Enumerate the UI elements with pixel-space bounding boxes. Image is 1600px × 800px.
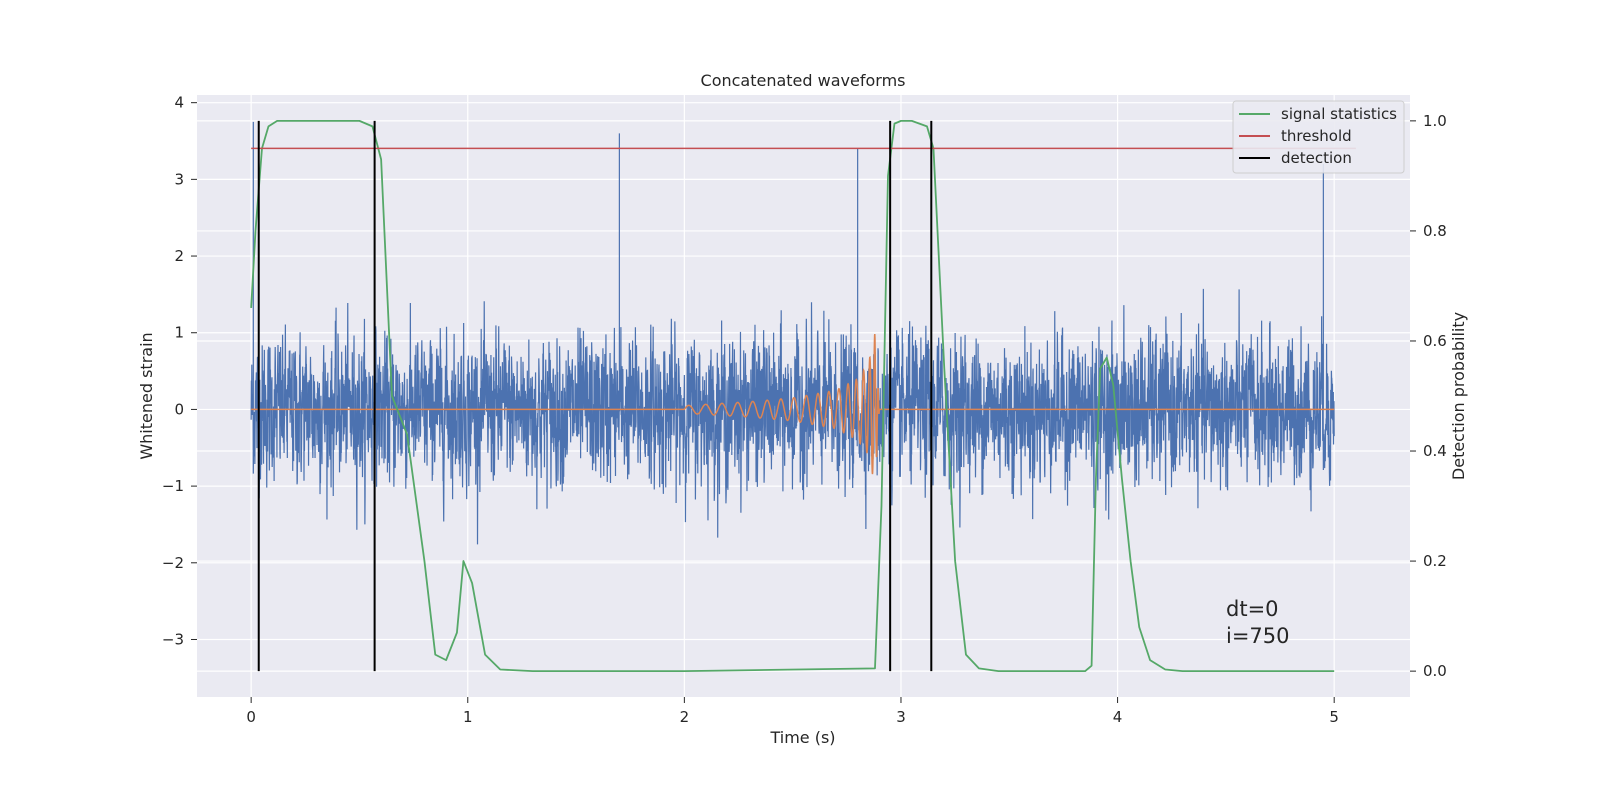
y-tick-label-6: 3 — [174, 170, 184, 188]
y-axis-label: Whitened strain — [137, 332, 156, 459]
y-tick-label-0: −3 — [162, 630, 184, 648]
x-tick-label-1: 1 — [463, 708, 473, 726]
x-tick-label-0: 0 — [246, 708, 256, 726]
ticks: 0 1 2 3 4 5 −3 −2 −1 0 1 2 3 4 0.0 0.2 0.4 0.6 0.8 1.0 — [162, 94, 1447, 726]
x-axis-label: Time (s) — [769, 728, 835, 747]
x-tick-label-5: 5 — [1329, 708, 1339, 726]
y2-tick-label-3: 0.6 — [1423, 332, 1447, 350]
y-tick-label-3: 0 — [174, 400, 184, 418]
y2-tick-label-2: 0.4 — [1423, 442, 1447, 460]
y-tick-label-4: 1 — [174, 324, 184, 342]
legend-label-signal-statistics: signal statistics — [1281, 105, 1397, 123]
y2-tick-label-0: 0.0 — [1423, 662, 1447, 680]
annotation-dt: dt=0 — [1226, 597, 1279, 621]
x-tick-label-4: 4 — [1113, 708, 1123, 726]
legend-box — [1232, 100, 1405, 174]
y-tick-label-1: −2 — [162, 554, 184, 572]
legend: signal statistics threshold detection — [1232, 100, 1405, 174]
x-tick-label-2: 2 — [680, 708, 690, 726]
y-tick-label-5: 2 — [174, 247, 184, 265]
y2-tick-label-4: 0.8 — [1423, 222, 1447, 240]
y-tick-label-7: 4 — [174, 94, 184, 112]
chart-title: Concatenated waveforms — [701, 71, 906, 90]
legend-label-detection: detection — [1281, 149, 1352, 167]
grid — [197, 95, 1410, 697]
y2-tick-label-5: 1.0 — [1423, 112, 1447, 130]
x-tick-label-3: 3 — [896, 708, 906, 726]
y2-axis-label: Detection probability — [1449, 312, 1468, 480]
y2-tick-label-1: 0.2 — [1423, 552, 1447, 570]
y-tick-label-2: −1 — [162, 477, 184, 495]
series-layer — [250, 119, 1356, 673]
series-injected-waveform — [251, 333, 1335, 475]
annotation-i: i=750 — [1226, 624, 1290, 648]
legend-label-threshold: threshold — [1281, 127, 1352, 145]
